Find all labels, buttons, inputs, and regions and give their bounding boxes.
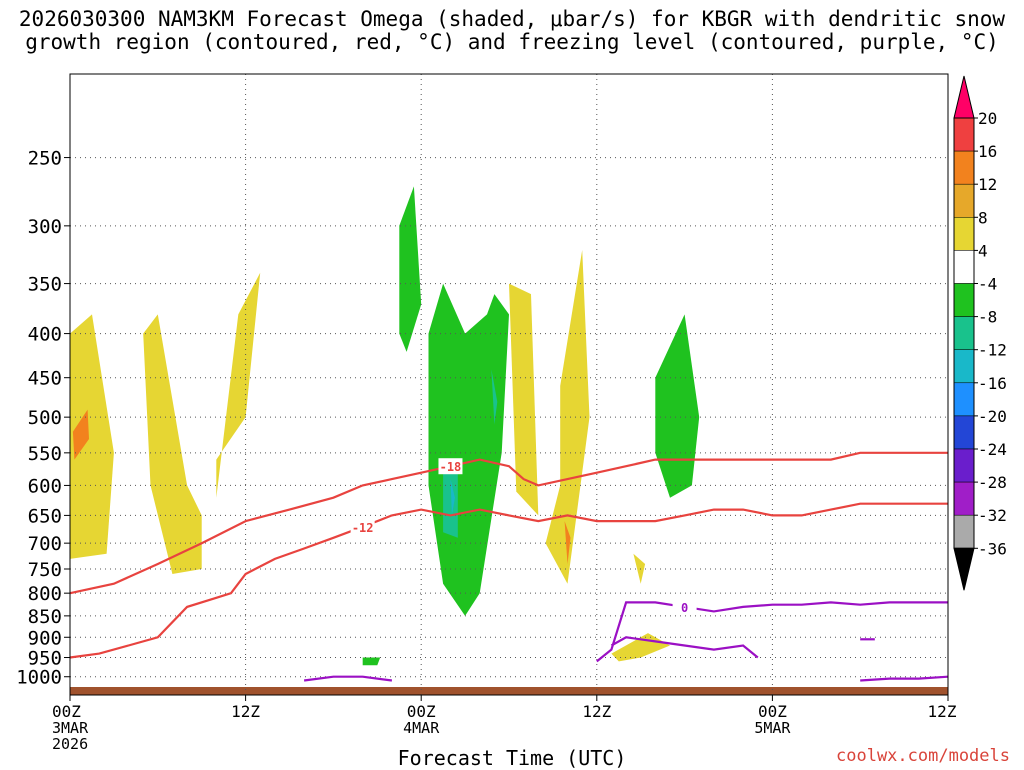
dgz-contour (69, 502, 948, 659)
dgz-contour-label: -18 (440, 460, 462, 474)
terrain-ground (70, 687, 948, 695)
omega-area (443, 466, 458, 538)
colorbar-level-label: -8 (978, 308, 997, 327)
chart-title-line1: 2026030300 NAM3KM Forecast Omega (shaded… (18, 7, 1006, 31)
x-tick-label: 12Z (582, 702, 611, 721)
x-date-label: 5MAR (754, 719, 791, 737)
plot-area: -18 -12 0 (69, 74, 949, 695)
freezing-contour (303, 675, 393, 682)
y-tick-label: 250 (28, 148, 62, 170)
colorbar-top-arrow (953, 75, 975, 119)
colorbar-segment (953, 481, 975, 516)
y-tick-label: 800 (28, 583, 62, 605)
y-tick-label: 300 (28, 216, 62, 238)
x-date-label: 3MAR (52, 719, 89, 737)
x-tick-label: 12Z (231, 702, 260, 721)
colorbar-segment (953, 217, 975, 251)
omega-area (70, 314, 114, 559)
chart-title-line2: growth region (contoured, red, °C) and f… (25, 30, 999, 54)
freezing-contour (860, 675, 949, 682)
omega-area (545, 250, 590, 584)
colorbar-level-label: 8 (978, 208, 988, 227)
colorbar-segment (953, 183, 975, 218)
y-tick-label: 600 (28, 475, 62, 497)
colorbar-level-label: -16 (978, 374, 1007, 393)
omega-area (633, 553, 646, 584)
colorbar-level-label: 16 (978, 142, 997, 161)
omega-area (216, 272, 261, 498)
x-tick-label: 00Z (407, 702, 436, 721)
colorbar-segment (953, 349, 975, 384)
omega-area (143, 314, 202, 574)
colorbar-segment (953, 415, 975, 450)
colorbar-level-label: -4 (978, 275, 997, 294)
y-tick-label: 700 (28, 533, 62, 555)
omega-area (611, 633, 670, 662)
y-tick-label: 650 (28, 505, 62, 527)
colorbar-segment (953, 514, 975, 549)
plot-frame (69, 73, 949, 696)
omega-area (362, 657, 381, 666)
x-axis-label: Forecast Time (UTC) (397, 746, 627, 770)
freezing-contour-label: 0 (681, 601, 688, 615)
x-tick-label: 00Z (758, 702, 787, 721)
y-tick-label: 750 (28, 559, 62, 581)
omega-area (72, 409, 89, 460)
y-tick-label: 900 (28, 627, 62, 649)
colorbar-level-label: 12 (978, 175, 997, 194)
omega-area (399, 186, 422, 352)
colorbar-segment (953, 150, 975, 185)
y-tick-label: 400 (28, 324, 62, 346)
x-date-label: 4MAR (403, 719, 440, 737)
y-tick-label: 950 (28, 648, 62, 670)
x-tick-label: 00Z (52, 702, 81, 721)
y-tick-label: 850 (28, 606, 62, 628)
colorbar-level-label: -28 (978, 473, 1007, 492)
colorbar-level-label: -20 (978, 407, 1007, 426)
colorbar-level-label: 20 (978, 109, 997, 128)
dgz-contour-label-bg (438, 458, 463, 475)
dgz-contour (69, 451, 948, 595)
colorbar-frame (953, 117, 975, 549)
y-tick-label: 450 (28, 368, 62, 390)
colorbar-segment (953, 382, 975, 417)
x-year-label: 2026 (52, 735, 88, 753)
omega-area (655, 314, 700, 498)
dgz-contour-label-bg (350, 518, 375, 535)
credit-text: coolwx.com/models (836, 746, 1010, 766)
y-tick-label: 1000 (16, 667, 62, 689)
colorbar-level-label: -24 (978, 440, 1007, 459)
colorbar-level-label: -32 (978, 506, 1007, 525)
freezing-contour (596, 601, 948, 663)
colorbar: 20 16 12 8 4 -4 -8 -12 -16 -20 -24 -28 -32 -36 (953, 75, 1007, 591)
colorbar-bottom-arrow (953, 547, 975, 591)
omega-area (509, 283, 539, 516)
colorbar-level-label: -36 (978, 539, 1007, 558)
omega-area (450, 479, 455, 516)
colorbar-segment (953, 250, 975, 284)
y-tick-label: 550 (28, 443, 62, 465)
freezing-contour (610, 636, 759, 659)
omega-area (564, 521, 571, 564)
colorbar-segment (953, 283, 975, 317)
y-tick-label: 500 (28, 407, 62, 429)
colorbar-segment (953, 448, 975, 483)
y-tick-label: 350 (28, 274, 62, 296)
axes: 2503003504004505005506006507007508008509… (16, 73, 957, 753)
colorbar-segment (953, 117, 975, 152)
colorbar-level-label: 4 (978, 241, 988, 260)
freezing-contour-label-bg (672, 598, 697, 615)
colorbar-segment (953, 316, 975, 350)
colorbar-level-label: -12 (978, 341, 1007, 360)
x-tick-label: 12Z (928, 702, 957, 721)
dgz-contour-label: -12 (352, 521, 374, 535)
omega-area (491, 369, 498, 425)
